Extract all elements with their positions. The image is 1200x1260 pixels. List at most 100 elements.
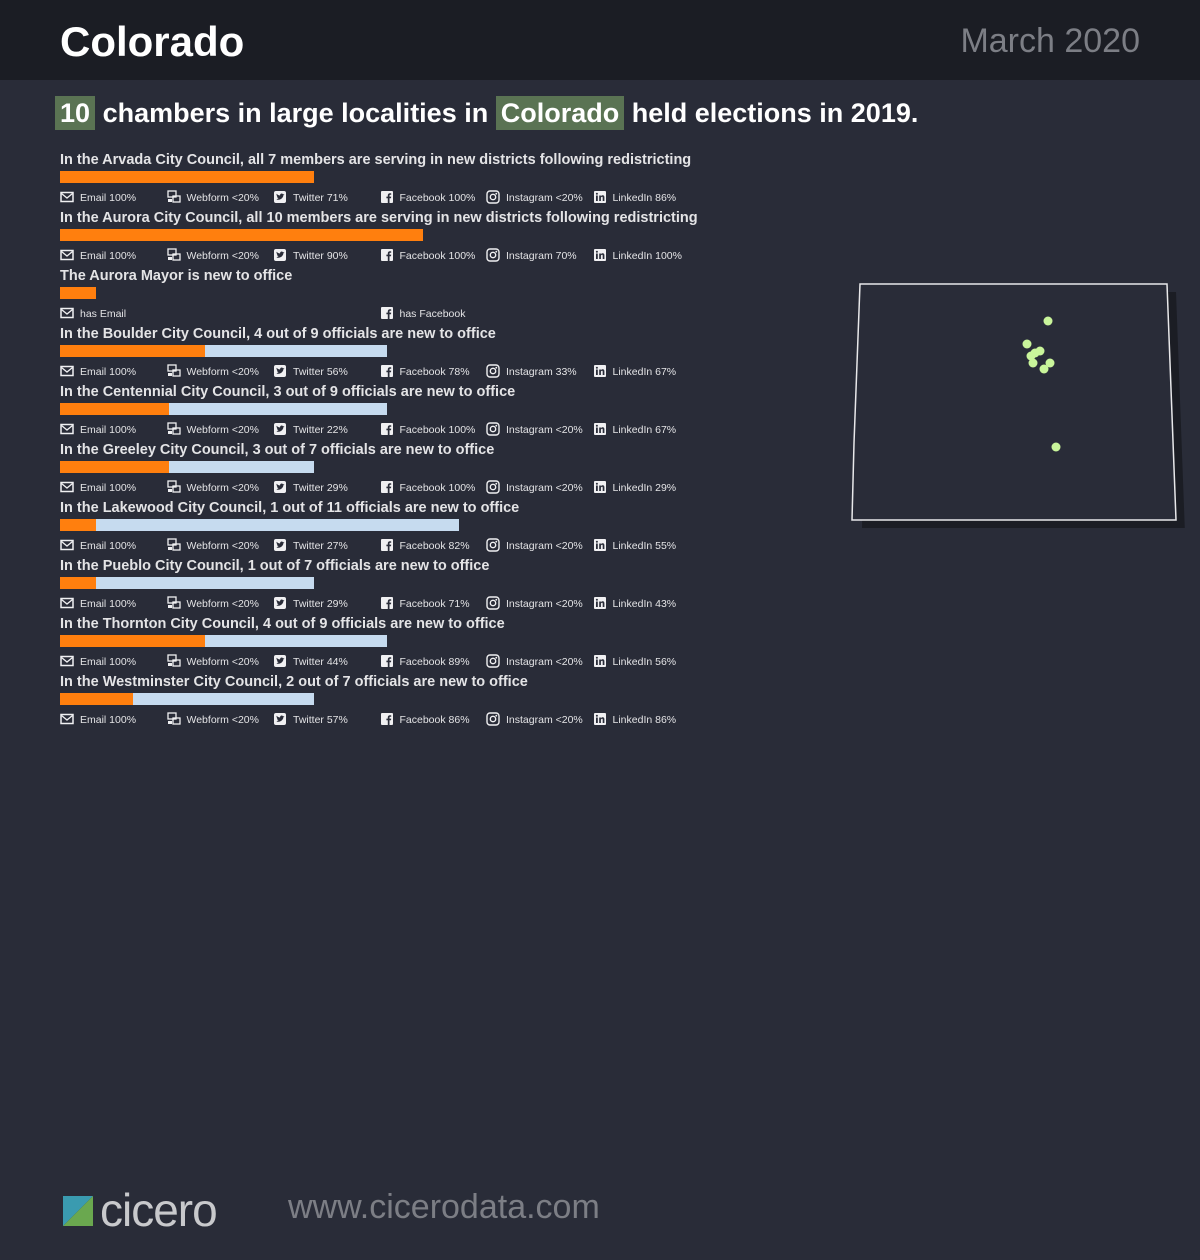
chamber-title: The Aurora Mayor is new to office (60, 268, 293, 284)
contact-stat: Webform <20% (166, 360, 259, 378)
email-icon (60, 597, 74, 609)
bar-new-officials (60, 287, 97, 299)
contact-stat: LinkedIn 67% (593, 418, 676, 436)
email-icon (60, 191, 74, 203)
email-icon (60, 249, 74, 261)
logo-wordmark: cicero (100, 1188, 217, 1234)
contact-stat-label: Facebook 100% (399, 250, 476, 262)
contact-stat-label: Facebook 100% (399, 424, 476, 436)
contact-stat: Email 100% (60, 708, 136, 726)
headline-text-2: held elections in 2019. (631, 98, 919, 128)
state-map (851, 283, 1185, 528)
email-icon (60, 713, 74, 725)
contact-stat-label: Twitter 71% (293, 192, 348, 204)
page-title: Colorado (60, 18, 245, 65)
contact-stat-label: Webform <20% (186, 366, 259, 378)
contact-stat: Facebook 71% (380, 592, 470, 610)
contact-stat-label: Webform <20% (186, 192, 259, 204)
contact-stat: LinkedIn 55% (593, 534, 677, 552)
contact-stat-label: LinkedIn 100% (612, 250, 682, 262)
contact-stat-label: Webform <20% (186, 598, 259, 610)
contact-stat-label: Email 100% (80, 482, 137, 494)
facebook-icon (380, 423, 393, 435)
contact-stat-label: LinkedIn 43% (612, 598, 677, 610)
contact-stat: Twitter 29% (273, 592, 348, 610)
footer-url[interactable]: www.cicerodata.com (288, 1188, 600, 1226)
map-dot (1028, 358, 1038, 368)
contact-stat-label: Facebook 86% (399, 714, 470, 726)
instagram-icon (486, 422, 500, 436)
bar-returning-officials (205, 345, 387, 357)
contact-stat-label: LinkedIn 56% (612, 656, 677, 668)
contact-stats: has Email has Facebook (60, 302, 760, 320)
chamber-title: In the Pueblo City Council, 1 out of 7 o… (60, 558, 490, 574)
contact-stat: Email 100% (60, 534, 136, 552)
contact-stat: Email 100% (60, 244, 136, 262)
bar-returning-officials (205, 635, 387, 647)
linkedin-icon (593, 191, 606, 203)
chamber-row: In the Westminster City Council, 2 out o… (60, 674, 760, 732)
contact-stat: Email 100% (60, 476, 136, 494)
facebook-icon (380, 597, 393, 609)
chamber-row: In the Pueblo City Council, 1 out of 7 o… (60, 558, 760, 616)
bar-new-officials (60, 229, 423, 241)
email-icon (60, 365, 74, 377)
header-bar: Colorado March 2020 (0, 0, 1200, 80)
webform-icon (166, 596, 181, 609)
linkedin-icon (593, 249, 606, 261)
contact-stat: Twitter 57% (273, 708, 348, 726)
chamber-bar (60, 229, 423, 241)
contact-stat: Facebook 100% (380, 476, 476, 494)
contact-stat: Facebook 100% (380, 244, 476, 262)
email-icon (60, 481, 74, 493)
instagram-icon (486, 654, 500, 668)
contact-stats: Email 100% Webform <20% Twitter 57% Faceboo… (60, 708, 760, 726)
chamber-title: In the Thornton City Council, 4 out of 9… (60, 616, 505, 632)
contact-stat: Facebook 100% (380, 418, 476, 436)
chamber-title: In the Centennial City Council, 3 out of… (60, 384, 516, 400)
contact-stat: LinkedIn 86% (593, 708, 676, 726)
contact-stat: Facebook 100% (380, 186, 475, 204)
contact-stat-label: Webform <20% (186, 250, 259, 262)
linkedin-icon (593, 423, 606, 435)
contact-stat: has Email (60, 302, 126, 320)
contact-stat: Webform <20% (166, 244, 259, 262)
contact-stat-label: LinkedIn 55% (612, 540, 677, 552)
twitter-icon (274, 655, 286, 667)
chamber-list: In the Arvada City Council, all 7 member… (60, 152, 760, 732)
contact-stat: Twitter 22% (273, 418, 348, 436)
chamber-row: In the Arvada City Council, all 7 member… (60, 152, 760, 210)
contact-stat: Instagram 70% (486, 244, 577, 262)
instagram-icon (486, 480, 500, 494)
twitter-icon (274, 713, 286, 725)
contact-stat-label: Webform <20% (186, 656, 259, 668)
email-icon (60, 539, 74, 551)
contact-stat-label: Instagram <20% (506, 192, 583, 204)
bar-returning-officials (96, 519, 460, 531)
twitter-icon (274, 539, 286, 551)
webform-icon (166, 480, 181, 493)
contact-stat-label: Facebook 100% (399, 482, 476, 494)
map-dot (1022, 339, 1032, 349)
contact-stat: LinkedIn 43% (593, 592, 677, 610)
contact-stat: Webform <20% (166, 534, 259, 552)
contact-stat-label: Instagram <20% (506, 656, 583, 668)
chamber-bar (60, 519, 460, 531)
chamber-title: In the Greeley City Council, 3 out of 7 … (60, 442, 495, 458)
webform-icon (166, 364, 181, 377)
contact-stat-label: Email 100% (80, 714, 137, 726)
map-dot (1039, 364, 1049, 374)
contact-stat-label: LinkedIn 67% (612, 366, 677, 378)
bar-returning-officials (168, 461, 315, 473)
facebook-icon (380, 539, 393, 551)
twitter-icon (274, 481, 286, 493)
instagram-icon (486, 712, 500, 726)
bar-new-officials (60, 345, 206, 357)
contact-stats: Email 100% Webform <20% Twitter 71% Faceboo… (60, 186, 760, 204)
contact-stat-label: Instagram <20% (506, 424, 583, 436)
linkedin-icon (593, 539, 606, 551)
chamber-row: The Aurora Mayor is new to office has Ema… (60, 268, 760, 326)
contact-stat: has Facebook (380, 302, 465, 320)
contact-stat-label: Facebook 89% (399, 656, 470, 668)
twitter-icon (274, 423, 286, 435)
